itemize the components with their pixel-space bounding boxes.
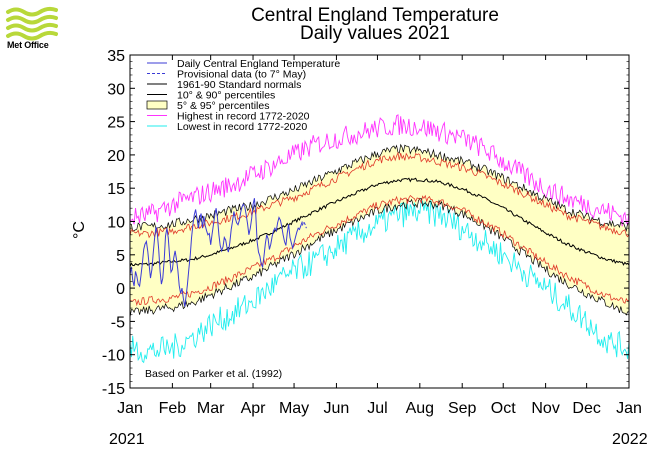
legend-label: 10° & 90° percentiles xyxy=(177,90,275,102)
series-provisional-data xyxy=(301,220,307,229)
y-tick-label: -5 xyxy=(111,314,125,331)
series-lines xyxy=(129,114,630,364)
series-daily-temperature xyxy=(129,198,303,307)
x-tick-label: Jan xyxy=(117,400,143,417)
series-percentile-10 xyxy=(129,194,630,307)
legend-label: Provisional data (to 7° May) xyxy=(177,69,306,81)
year-start-label: 2021 xyxy=(109,431,145,448)
chart-title: Central England Temperature xyxy=(251,5,499,26)
series-percentile-5 xyxy=(129,197,629,318)
x-tick-label: Jun xyxy=(324,400,350,417)
chart-subtitle: Daily values 2021 xyxy=(300,23,450,44)
legend-swatch-box xyxy=(146,100,168,110)
x-tick-label: Oct xyxy=(491,400,516,417)
x-tick-label: Jul xyxy=(367,400,387,417)
year-end-label: 2022 xyxy=(612,431,648,448)
y-tick-label: 5 xyxy=(116,248,125,265)
logo-waves-icon xyxy=(6,6,58,41)
legend-label: Lowest in record 1772-2020 xyxy=(177,121,307,133)
x-tick-label: Apr xyxy=(241,400,267,417)
legend-label: 5° & 95° percentiles xyxy=(177,100,269,112)
x-tick-label: Mar xyxy=(197,400,225,417)
series-percentile-95 xyxy=(129,143,630,232)
x-tick-label: Aug xyxy=(406,400,434,417)
y-tick-label: 20 xyxy=(107,148,125,165)
y-tick-label: -10 xyxy=(102,348,125,365)
series-highest-in-record xyxy=(129,114,630,227)
series-lowest-in-record xyxy=(129,198,630,364)
x-tick-label: May xyxy=(279,400,309,417)
logo-text: Met Office xyxy=(7,40,49,50)
met-office-logo xyxy=(4,4,62,56)
y-tick-label: 0 xyxy=(116,281,125,298)
axes: 35 30 25 20 15 10 5 0 -5 -10 -15 Jan Feb Mar Apr May Jun… xyxy=(71,48,642,417)
legend-label: Daily Central England Temperature xyxy=(177,58,340,70)
x-tick-label: Nov xyxy=(531,400,559,417)
x-tick-label: Jan xyxy=(616,400,642,417)
source-annotation: Based on Parker et al. (1992) xyxy=(145,368,282,380)
percentile-5-95-band xyxy=(130,144,629,318)
y-tick-label: 10 xyxy=(107,215,125,232)
y-tick-label: 30 xyxy=(107,81,125,98)
x-tick-label: Dec xyxy=(572,400,600,417)
y-tick-label: 35 xyxy=(107,48,125,65)
y-tick-label: -15 xyxy=(102,381,125,398)
y-tick-label: 15 xyxy=(107,181,125,198)
band-5-95-fill xyxy=(130,144,629,318)
series-standard-normals xyxy=(129,177,630,267)
x-tick-label: Feb xyxy=(159,400,187,417)
legend-label: 1961-90 Standard normals xyxy=(177,79,301,91)
legend: Daily Central England TemperatureProvisi… xyxy=(146,58,340,133)
y-tick-label: 25 xyxy=(107,115,125,132)
y-axis-label: °C xyxy=(71,221,88,239)
x-tick-label: Sep xyxy=(448,400,477,417)
legend-label: Highest in record 1772-2020 xyxy=(177,111,310,123)
